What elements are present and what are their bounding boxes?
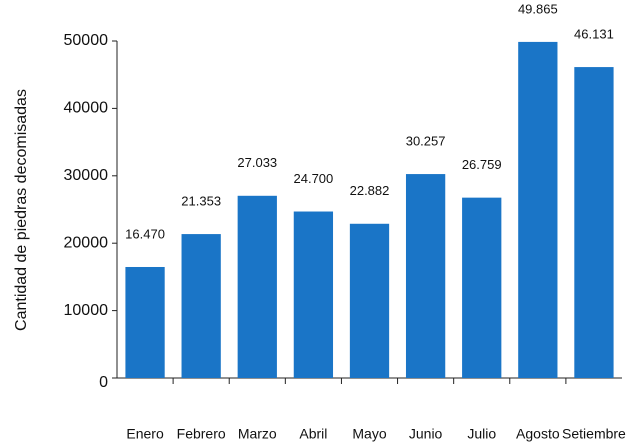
x-tick-label: Mayo bbox=[352, 426, 386, 442]
y-tick-label: 50000 bbox=[64, 32, 109, 49]
x-tick-label: Marzo bbox=[238, 426, 277, 442]
bar bbox=[405, 174, 446, 378]
y-tick-label: 20000 bbox=[64, 234, 109, 251]
bar bbox=[181, 234, 221, 378]
x-tick-label: Febrero bbox=[177, 426, 226, 442]
value-label: 24.700 bbox=[294, 171, 334, 186]
x-tick-label: Junio bbox=[409, 426, 443, 442]
x-tick-label: Julio bbox=[467, 426, 496, 442]
value-label: 16.470 bbox=[125, 226, 165, 241]
bar bbox=[349, 223, 390, 378]
bar bbox=[293, 211, 334, 378]
x-tick-label: Setiembre bbox=[562, 426, 626, 442]
value-label: 30.257 bbox=[406, 134, 446, 149]
y-tick-label: 30000 bbox=[64, 167, 109, 184]
x-tick-label: Abril bbox=[299, 426, 327, 442]
bar bbox=[237, 195, 277, 378]
bar bbox=[462, 197, 502, 378]
value-label: 26.759 bbox=[462, 157, 502, 172]
y-axis-label: Cantidad de piedras decomisadas bbox=[13, 89, 30, 331]
value-label: 49.865 bbox=[518, 1, 558, 16]
bar bbox=[125, 266, 165, 378]
bar bbox=[518, 41, 558, 378]
y-tick-label: 40000 bbox=[64, 100, 109, 117]
y-tick-label: 0 bbox=[99, 374, 108, 391]
value-label: 22.882 bbox=[350, 183, 390, 198]
value-label: 27.033 bbox=[237, 155, 277, 170]
y-tick-label: 10000 bbox=[64, 302, 109, 319]
x-tick-label: Agosto bbox=[516, 426, 560, 442]
bar bbox=[574, 67, 614, 378]
value-label: 21.353 bbox=[181, 194, 221, 209]
x-tick-label: Enero bbox=[126, 426, 164, 442]
value-label: 46.131 bbox=[574, 27, 614, 42]
